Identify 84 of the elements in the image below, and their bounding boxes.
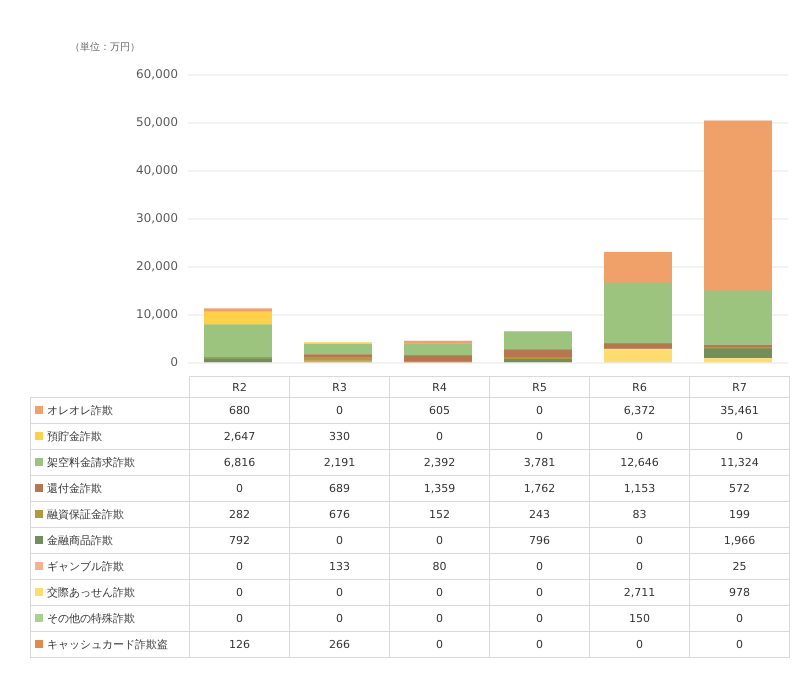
data-label: 0 <box>490 606 590 632</box>
x-tick-label: R4 <box>390 376 490 398</box>
data-label: 2,711 <box>590 580 690 606</box>
data-label: 1,153 <box>590 476 690 502</box>
data-label: 1,359 <box>390 476 490 502</box>
data-label: 152 <box>390 502 490 528</box>
x-tick-label: R3 <box>290 376 390 398</box>
data-label: 150 <box>590 606 690 632</box>
data-label: 0 <box>690 606 790 632</box>
data-label: 0 <box>490 554 590 580</box>
y-tick-label: 60,000 <box>136 67 178 82</box>
data-label: 0 <box>690 424 790 450</box>
data-label: 330 <box>290 424 390 450</box>
data-label: 243 <box>490 502 590 528</box>
data-label: 282 <box>190 502 290 528</box>
data-label: 1,762 <box>490 476 590 502</box>
y-tick-label: 40,000 <box>136 163 178 178</box>
data-label: 199 <box>690 502 790 528</box>
data-label: 2,647 <box>190 424 290 450</box>
data-label: 0 <box>590 554 690 580</box>
data-label: 0 <box>290 580 390 606</box>
legend-label: 交際あっせん詐欺 <box>30 580 190 606</box>
data-label: 2,191 <box>290 450 390 476</box>
legend-label: 還付金詐欺 <box>30 476 190 502</box>
y-tick-label: 10,000 <box>136 306 178 321</box>
data-label: 3,781 <box>490 450 590 476</box>
x-tick-label: R2 <box>190 376 290 398</box>
legend-label: オレオレ詐欺 <box>30 398 190 424</box>
data-label: 0 <box>390 606 490 632</box>
data-label: 0 <box>490 424 590 450</box>
data-label: 796 <box>490 528 590 554</box>
data-label: 0 <box>290 398 390 424</box>
y-tick-label: 20,000 <box>136 258 178 273</box>
data-label: 35,461 <box>690 398 790 424</box>
data-label: 0 <box>190 580 290 606</box>
data-label: 0 <box>490 398 590 424</box>
y-tick-label: 50,000 <box>136 115 178 130</box>
data-label: 6,372 <box>590 398 690 424</box>
data-label: 0 <box>290 528 390 554</box>
legend-label: 預貯金詐欺 <box>30 424 190 450</box>
y-tick-label: 30,000 <box>136 211 178 226</box>
data-label: 2,392 <box>390 450 490 476</box>
data-label: 11,324 <box>690 450 790 476</box>
data-label: 0 <box>390 632 490 658</box>
legend-label: キャッシュカード詐欺盗 <box>30 632 190 658</box>
data-label: 978 <box>690 580 790 606</box>
data-label: 680 <box>190 398 290 424</box>
data-label: 0 <box>490 632 590 658</box>
data-label: 689 <box>290 476 390 502</box>
data-label: 0 <box>490 580 590 606</box>
data-label: 605 <box>390 398 490 424</box>
data-label: 0 <box>190 606 290 632</box>
data-label: 80 <box>390 554 490 580</box>
legend-label: 金融商品詐欺 <box>30 528 190 554</box>
y-tick-label: 0 <box>170 354 178 369</box>
legend-label: ギャンブル詐欺 <box>30 554 190 580</box>
x-tick-label: R6 <box>590 376 690 398</box>
text: （単位：万円） <box>70 41 140 54</box>
data-label: 0 <box>590 632 690 658</box>
data-label: 83 <box>590 502 690 528</box>
data-label: 0 <box>590 424 690 450</box>
data-label: 0 <box>190 554 290 580</box>
data-label: 0 <box>190 476 290 502</box>
data-label: 572 <box>690 476 790 502</box>
data-label: 6,816 <box>190 450 290 476</box>
data-label: 0 <box>290 606 390 632</box>
x-tick-label: R7 <box>690 376 790 398</box>
data-label: 133 <box>290 554 390 580</box>
legend-label: 融資保証金詐欺 <box>30 502 190 528</box>
data-label: 0 <box>390 528 490 554</box>
data-label: 676 <box>290 502 390 528</box>
data-label: 1,966 <box>690 528 790 554</box>
legend-label: 架空料金請求詐欺 <box>30 450 190 476</box>
data-label: 0 <box>390 580 490 606</box>
data-label: 126 <box>190 632 290 658</box>
legend-label: その他の特殊詐欺 <box>30 606 190 632</box>
x-tick-label: R5 <box>490 376 590 398</box>
data-label: 792 <box>190 528 290 554</box>
data-label: 25 <box>690 554 790 580</box>
data-label: 266 <box>290 632 390 658</box>
data-label: 0 <box>590 528 690 554</box>
data-label: 0 <box>690 632 790 658</box>
data-label: 0 <box>390 424 490 450</box>
data-label: 12,646 <box>590 450 690 476</box>
